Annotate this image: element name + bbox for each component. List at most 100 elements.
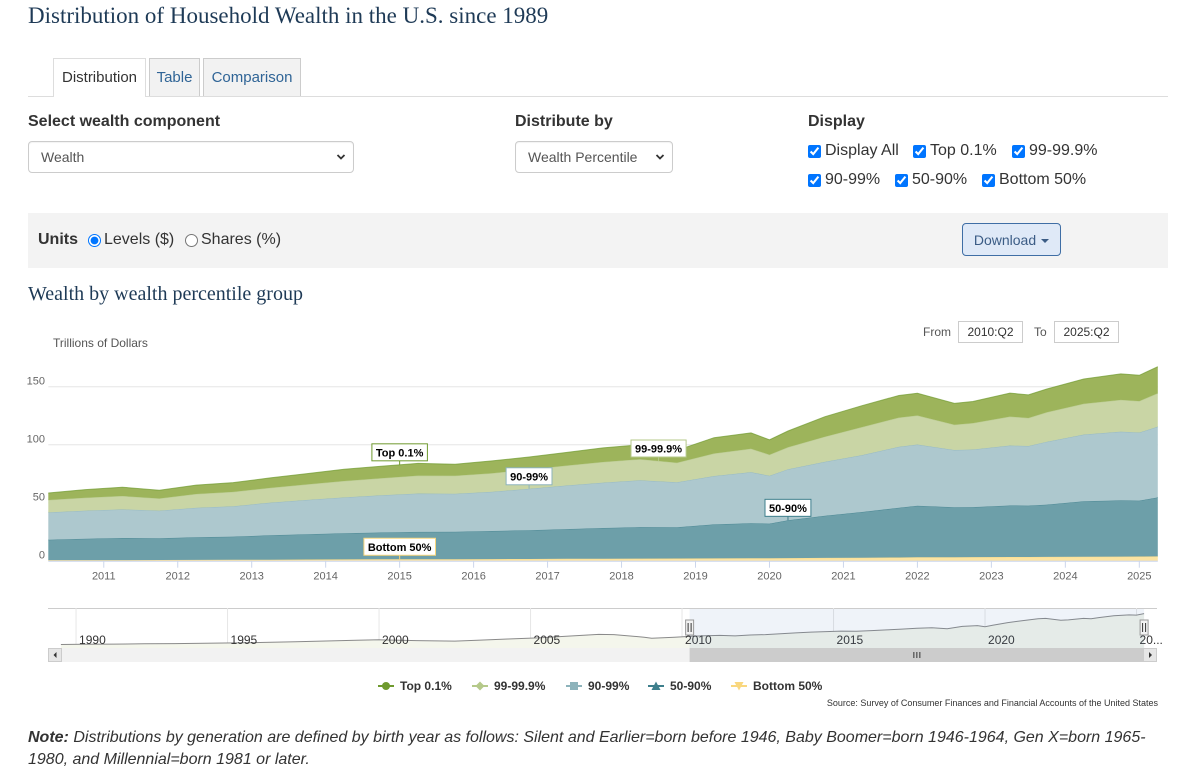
y-tick-label: 50 <box>33 492 45 504</box>
legend-symbol <box>651 681 661 690</box>
legend-diamond-icon <box>472 681 488 691</box>
x-tick-label: 2016 <box>461 571 485 583</box>
display-all-label: Display All <box>825 142 899 159</box>
y-tick-label: 100 <box>27 434 45 446</box>
display-90-99-option[interactable]: 90-99% <box>808 171 880 189</box>
navigator-tick-label: 2005 <box>534 633 561 647</box>
display-50-90-checkbox[interactable] <box>895 173 908 187</box>
units-levels-label: Levels ($) <box>104 231 175 248</box>
x-tick-label: 2013 <box>239 571 263 583</box>
navigator-area <box>60 613 1145 648</box>
x-tick-label: 2020 <box>757 571 781 583</box>
x-tick-label: 2022 <box>905 571 929 583</box>
display-top-01-label: Top 0.1% <box>930 142 997 159</box>
x-tick-label: 2012 <box>165 571 189 583</box>
x-tick-label: 2023 <box>979 571 1003 583</box>
handle-grip <box>685 619 695 636</box>
legend-triangle-icon <box>648 681 664 690</box>
distribute-by-select[interactable]: Wealth Percentile <box>515 141 673 173</box>
wealth-area-chart: 2011 2012 2013 2014 2015 2016 2017 2018 2019 2020… <box>27 366 1163 662</box>
display-bottom-50-checkbox[interactable] <box>982 173 995 187</box>
units-levels-radio[interactable] <box>88 233 101 247</box>
units-shares-option[interactable]: Shares (%) <box>185 231 281 249</box>
handle-grip <box>1139 619 1149 636</box>
footnote: Note: Distributions by generation are de… <box>28 727 1163 771</box>
x-tick-label: 2017 <box>535 571 559 583</box>
display-bottom-50-option[interactable]: Bottom 50% <box>982 171 1086 189</box>
y-tick-label: 0 <box>39 550 45 562</box>
y-axis: 0 50 100 150 <box>27 376 45 562</box>
tab-distribution[interactable]: Distribution <box>53 58 146 97</box>
navigator-left-handle[interactable] <box>685 619 695 636</box>
display-top-01-option[interactable]: Top 0.1% <box>913 142 997 160</box>
data-label-text: 99-99.9% <box>635 443 682 455</box>
distribute-by-label: Distribute by <box>515 113 613 130</box>
display-50-90-option[interactable]: 50-90% <box>895 171 967 189</box>
data-label: Bottom 50% <box>363 537 436 560</box>
display-all-option[interactable]: Display All <box>808 142 899 160</box>
legend-item-50-90[interactable]: 50-90% <box>648 678 711 694</box>
legend-item-top-0-1[interactable]: Top 0.1% <box>378 678 452 694</box>
area-50-90[interactable] <box>48 497 1158 561</box>
caret-down-icon <box>1041 238 1050 243</box>
scrollbar-right-button[interactable] <box>1143 648 1157 662</box>
display-99-999-label: 99-99.9% <box>1029 142 1098 159</box>
data-label-text: Bottom 50% <box>368 542 432 554</box>
wealth-component-select[interactable]: Wealth <box>28 141 354 173</box>
navigator-tick-label: 1990 <box>79 633 106 647</box>
navigator-tick-label: 2010 <box>685 633 712 647</box>
x-tick-label: 2014 <box>313 571 337 583</box>
navigator-tick-label: 2015 <box>837 633 864 647</box>
display-label: Display <box>808 113 865 130</box>
page-title: Distribution of Household Wealth in the … <box>28 3 549 28</box>
navigator-tick-label: 2020 <box>988 633 1015 647</box>
tab-table[interactable]: Table <box>149 58 200 96</box>
download-button[interactable]: Download <box>962 223 1061 256</box>
legend-item-bottom-50[interactable]: Bottom 50% <box>731 678 822 694</box>
navigator-scrollbar[interactable] <box>48 648 1157 662</box>
units-shares-radio[interactable] <box>185 233 198 247</box>
tab-comparison[interactable]: Comparison <box>203 58 301 96</box>
display-top-01-checkbox[interactable] <box>913 144 926 158</box>
data-label-text: 90-99% <box>510 471 548 483</box>
display-99-999-option[interactable]: 99-99.9% <box>1012 142 1098 160</box>
units-shares-label: Shares (%) <box>201 231 282 248</box>
legend-item-90-99[interactable]: 90-99% <box>566 678 629 694</box>
data-label: 99-99.9% <box>630 439 687 461</box>
navigator-selection-mask[interactable] <box>689 609 1145 648</box>
display-90-99-checkbox[interactable] <box>808 173 821 187</box>
navigator-right-handle[interactable] <box>1139 619 1149 636</box>
units-label: Units <box>38 231 78 248</box>
legend-symbol <box>734 682 744 691</box>
legend-symbol <box>475 681 485 691</box>
display-bottom-50-label: Bottom 50% <box>999 171 1087 188</box>
y-axis-title: Trillions of Dollars <box>53 336 148 350</box>
display-99-999-checkbox[interactable] <box>1012 144 1025 158</box>
y-tick-label: 150 <box>27 376 45 388</box>
x-tick-label: 2011 <box>92 571 116 583</box>
range-from-input[interactable] <box>958 321 1023 343</box>
navigator-tick-label: 20... <box>1140 633 1163 647</box>
navigator[interactable]: 1990 1995 2000 2005 2010 2015 2020 20... <box>48 608 1163 648</box>
legend-circle-icon <box>378 682 394 690</box>
note-text: Distributions by generation are defined … <box>28 729 1146 768</box>
scrollbar-thumb[interactable] <box>689 648 1144 662</box>
display-90-99-label: 90-99% <box>825 171 881 188</box>
legend-item-99-99-9[interactable]: 99-99.9% <box>472 678 545 694</box>
range-to-label: To <box>1034 325 1047 339</box>
scrollbar-left-button[interactable] <box>48 648 62 662</box>
stacked-areas <box>48 366 1159 561</box>
x-axis: 2011 2012 2013 2014 2015 2016 2017 2018 2019 2020… <box>48 560 1158 583</box>
area-99-99-9[interactable] <box>48 393 1158 513</box>
series-data-labels: Top 0.1% 99-99.9% 90-99% 50-90% Bottom 50% <box>363 439 812 560</box>
display-all-checkbox[interactable] <box>808 144 821 158</box>
data-label-box <box>764 498 812 517</box>
units-levels-option[interactable]: Levels ($) <box>88 231 174 249</box>
display-50-90-label: 50-90% <box>912 171 968 188</box>
data-label-box <box>630 439 687 458</box>
range-to-input[interactable] <box>1054 321 1119 343</box>
area-90-99[interactable] <box>48 426 1158 540</box>
arrow-left-icon <box>53 652 57 658</box>
legend-label: 99-99.9% <box>494 679 546 693</box>
note-label: Note: <box>28 729 69 746</box>
